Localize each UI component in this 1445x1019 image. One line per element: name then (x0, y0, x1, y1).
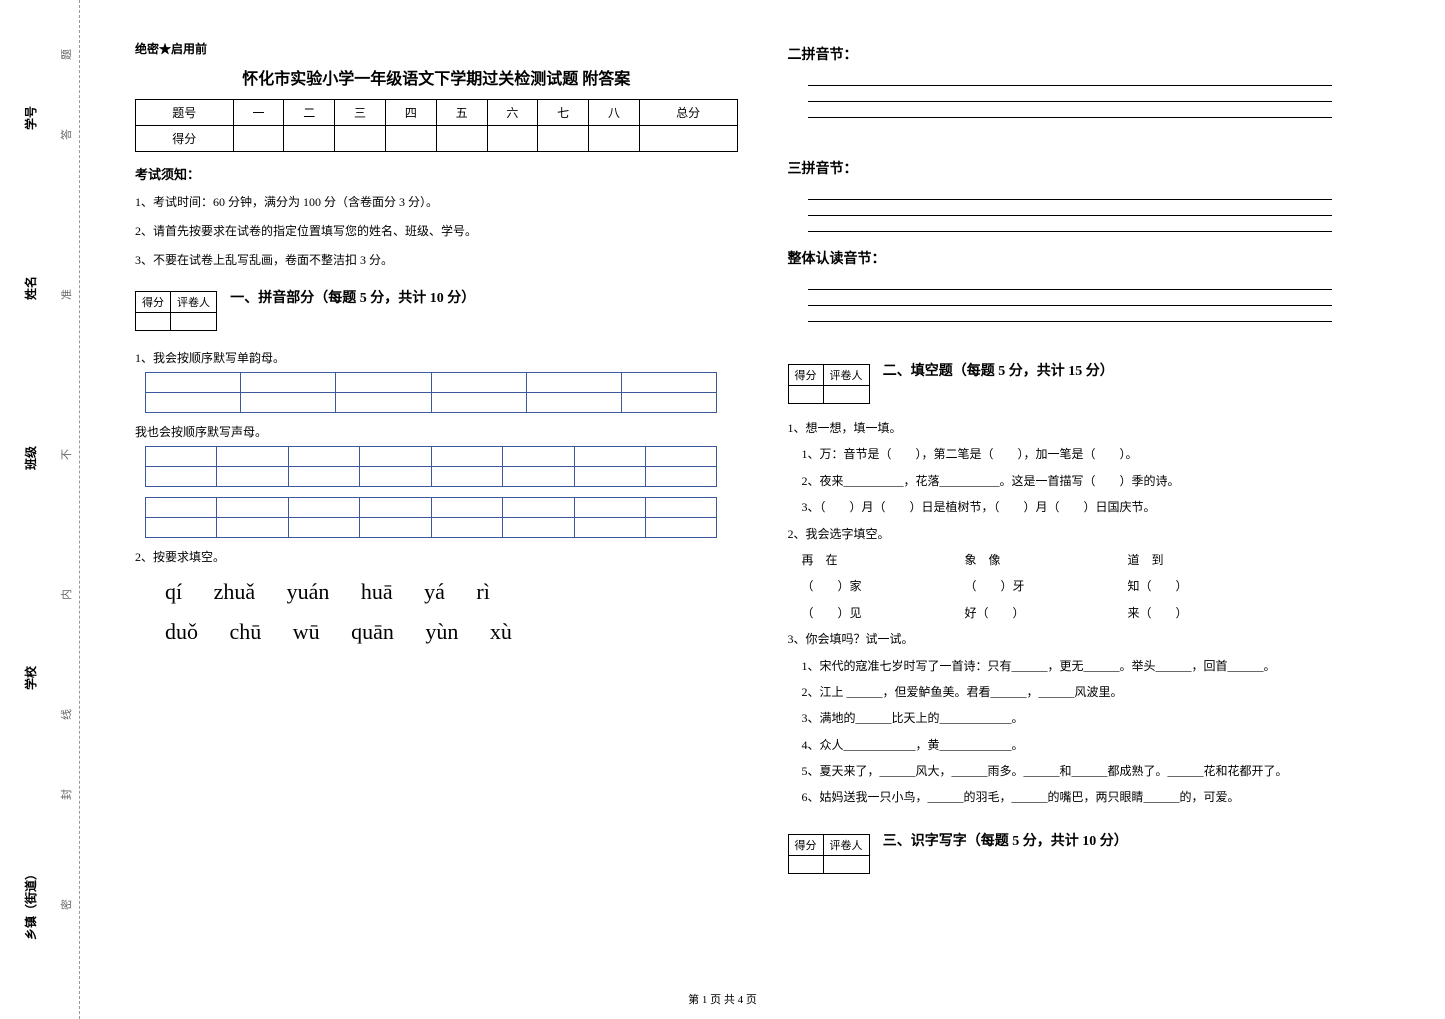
notice-item: 1、考试时间：60 分钟，满分为 100 分（含卷面分 3 分）。 (135, 193, 738, 212)
s2-q3-item: 1、宋代的寇准七岁时写了一首诗：只有______，更无______。举头____… (802, 656, 1391, 676)
s2-q1-item: 3、（ ）月（ ）日是植树节，（ ）月（ ）日国庆节。 (802, 497, 1391, 517)
s2-q3: 3、你会填吗？试一试。 (788, 629, 1391, 649)
binding-hint-6: 答 (58, 109, 74, 140)
q1-text: 1、我会按顺序默写单韵母。 (135, 349, 738, 366)
grade-box: 得分评卷人 (788, 834, 870, 874)
binding-hint-4: 不 (58, 429, 74, 460)
grid-shengmu-2[interactable] (145, 497, 717, 538)
s2-q2: 2、我会选字填空。 (788, 524, 1391, 544)
binding-field-0: 乡镇（街道） (22, 868, 39, 940)
binding-hint-1: 封 (58, 769, 74, 800)
s2-q3-item: 4、众人____________，黄____________。 (802, 735, 1391, 755)
grid-yunmu[interactable] (145, 372, 717, 413)
secrecy-label: 绝密★启用前 (135, 40, 738, 57)
write-lines[interactable] (808, 184, 1391, 232)
write-lines[interactable] (808, 70, 1391, 118)
grade-box: 得分评卷人 (788, 364, 870, 404)
write-lines[interactable] (808, 274, 1391, 322)
s2-q1-item: 1、万：音节是（ ），第二笔是（ ），加一笔是（ ）。 (802, 444, 1391, 464)
char-choice-row: 再 在 象 像 道 到 (802, 550, 1391, 570)
section2-heading: 二、填空题（每题 5 分，共计 15 分） (883, 360, 1114, 380)
s2-q3-item: 3、满地的______比天上的____________。 (802, 708, 1391, 728)
two-syllable-heading: 二拼音节： (788, 44, 1391, 64)
grid-shengmu-1[interactable] (145, 446, 717, 487)
binding-field-4: 学号 (22, 106, 39, 130)
binding-hint-3: 内 (58, 569, 74, 600)
q2-text: 2、按要求填空。 (135, 548, 738, 565)
s2-q3-item: 6、姑妈送我一只小鸟，______的羽毛，______的嘴巴，两只眼睛_____… (802, 787, 1391, 807)
char-choice-row: （ ）家 （ ）牙 知（ ） (802, 576, 1391, 596)
notice-heading: 考试须知： (135, 164, 738, 183)
pinyin-row-1: qí zhuǎ yuán huā yá rì (165, 579, 738, 605)
binding-hint-7: 题 (58, 29, 74, 60)
binding-hint-2: 线 (58, 689, 74, 720)
pinyin-row-2: duǒ chū wū quān yùn xù (165, 619, 738, 645)
binding-margin: 乡镇（街道） 学校 班级 姓名 学号 密 封 线 内 不 准 答 题 (0, 0, 80, 1019)
score-header: 题号 (136, 100, 234, 126)
exam-title: 怀化市实验小学一年级语文下学期过关检测试题 附答案 (135, 65, 738, 89)
s2-q1: 1、想一想，填一填。 (788, 418, 1391, 438)
notice-item: 2、请首先按要求在试卷的指定位置填写您的姓名、班级、学号。 (135, 222, 738, 241)
page-footer: 第 1 页 共 4 页 (0, 991, 1445, 1007)
score-row-label: 得分 (136, 126, 234, 152)
notice-item: 3、不要在试卷上乱写乱画，卷面不整洁扣 3 分。 (135, 251, 738, 270)
char-choice-row: （ ）见 好（ ） 来（ ） (802, 603, 1391, 623)
grade-box: 得分评卷人 (135, 291, 217, 331)
three-syllable-heading: 三拼音节： (788, 158, 1391, 178)
whole-syllable-heading: 整体认读音节： (788, 248, 1391, 268)
binding-field-1: 学校 (22, 666, 39, 690)
binding-hint-5: 准 (58, 269, 74, 300)
section1-heading: 一、拼音部分（每题 5 分，共计 10 分） (230, 287, 475, 307)
q1-sub-text: 我也会按顺序默写声母。 (135, 423, 738, 440)
score-table: 题号 一 二 三 四 五 六 七 八 总分 得分 (135, 99, 738, 152)
binding-field-3: 姓名 (22, 276, 39, 300)
s2-q3-item: 5、夏天来了，______风大，______雨多。______和______都成… (802, 761, 1391, 781)
s2-q3-item: 2、江上 ______，但爱鲈鱼美。君看______，______风波里。 (802, 682, 1391, 702)
binding-hint-0: 密 (58, 879, 74, 910)
s2-q1-item: 2、夜来__________，花落__________。这是一首描写（ ）季的诗… (802, 471, 1391, 491)
section3-heading: 三、识字写字（每题 5 分，共计 10 分） (883, 830, 1128, 850)
binding-field-2: 班级 (22, 446, 39, 470)
